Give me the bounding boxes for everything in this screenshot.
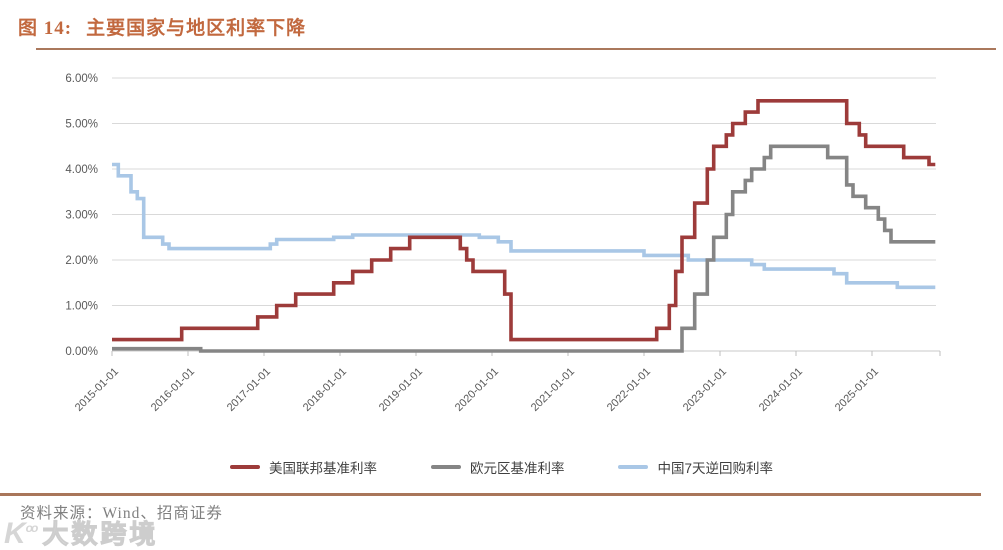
y-axis-label: 4.00%	[65, 164, 98, 176]
x-axis-label: 2019-01-01	[377, 366, 425, 414]
y-axis-label: 0.00%	[65, 346, 98, 358]
series-line	[112, 162, 936, 290]
x-axis-label: 2024-01-01	[757, 366, 805, 414]
y-axis-label: 2.00%	[65, 255, 98, 267]
watermark-text: 大数跨境	[42, 519, 159, 549]
chart-area: 0.00% 1.00% 2.00% 3.00% 4.00% 5.00% 6.00% 2015-…	[0, 66, 1003, 431]
x-axis-label: 2021-01-01	[529, 366, 577, 414]
x-axis-label: 2017-01-01	[225, 366, 273, 414]
series-line	[112, 99, 936, 342]
rates-line-chart: 0.00% 1.00% 2.00% 3.00% 4.00% 5.00% 6.00% 2015-…	[65, 73, 941, 414]
x-axis-label: 2020-01-01	[453, 366, 501, 414]
legend-item: 美国联邦基准利率	[229, 457, 377, 477]
legend-item: 中国7天逆回购利率	[618, 457, 773, 477]
x-axis-label: 2022-01-01	[605, 366, 653, 414]
y-axis-label: 3.00%	[65, 210, 98, 222]
y-axis-label: 5.00%	[65, 119, 98, 131]
figure-header: 图 14: 主要国家与地区利率下降	[0, 0, 1003, 50]
legend-swatch	[430, 465, 461, 469]
source-line: 资料来源：Wind、招商证券	[0, 496, 1003, 523]
y-axis-label: 6.00%	[65, 73, 98, 85]
source-text: Wind、招商证券	[102, 505, 223, 522]
x-axis-label: 2025-01-01	[833, 366, 881, 414]
x-axis-label: 2016-01-01	[149, 366, 197, 414]
figure-number-label: 图 14:	[18, 18, 73, 39]
legend-swatch	[618, 465, 649, 469]
footer-divider	[0, 493, 981, 496]
source-prefix: 资料来源：	[20, 505, 103, 522]
legend-label: 美国联邦基准利率	[268, 461, 377, 476]
x-axis-label: 2015-01-01	[73, 366, 121, 414]
legend-swatch	[229, 465, 260, 469]
series-line	[112, 144, 936, 353]
x-axis-label: 2023-01-01	[681, 366, 729, 414]
chart-legend: 美国联邦基准利率 欧元区基准利率 中国7天逆回购利率	[0, 457, 1003, 477]
x-axis-label: 2018-01-01	[301, 366, 349, 414]
title-divider	[36, 48, 996, 50]
y-axis-label: 1.00%	[65, 301, 98, 313]
legend-item: 欧元区基准利率	[430, 457, 565, 477]
figure-title: 图 14: 主要国家与地区利率下降	[18, 13, 1003, 40]
figure-title-text: 主要国家与地区利率下降	[86, 18, 307, 39]
legend-label: 欧元区基准利率	[469, 461, 565, 476]
legend-label: 中国7天逆回购利率	[657, 461, 773, 476]
